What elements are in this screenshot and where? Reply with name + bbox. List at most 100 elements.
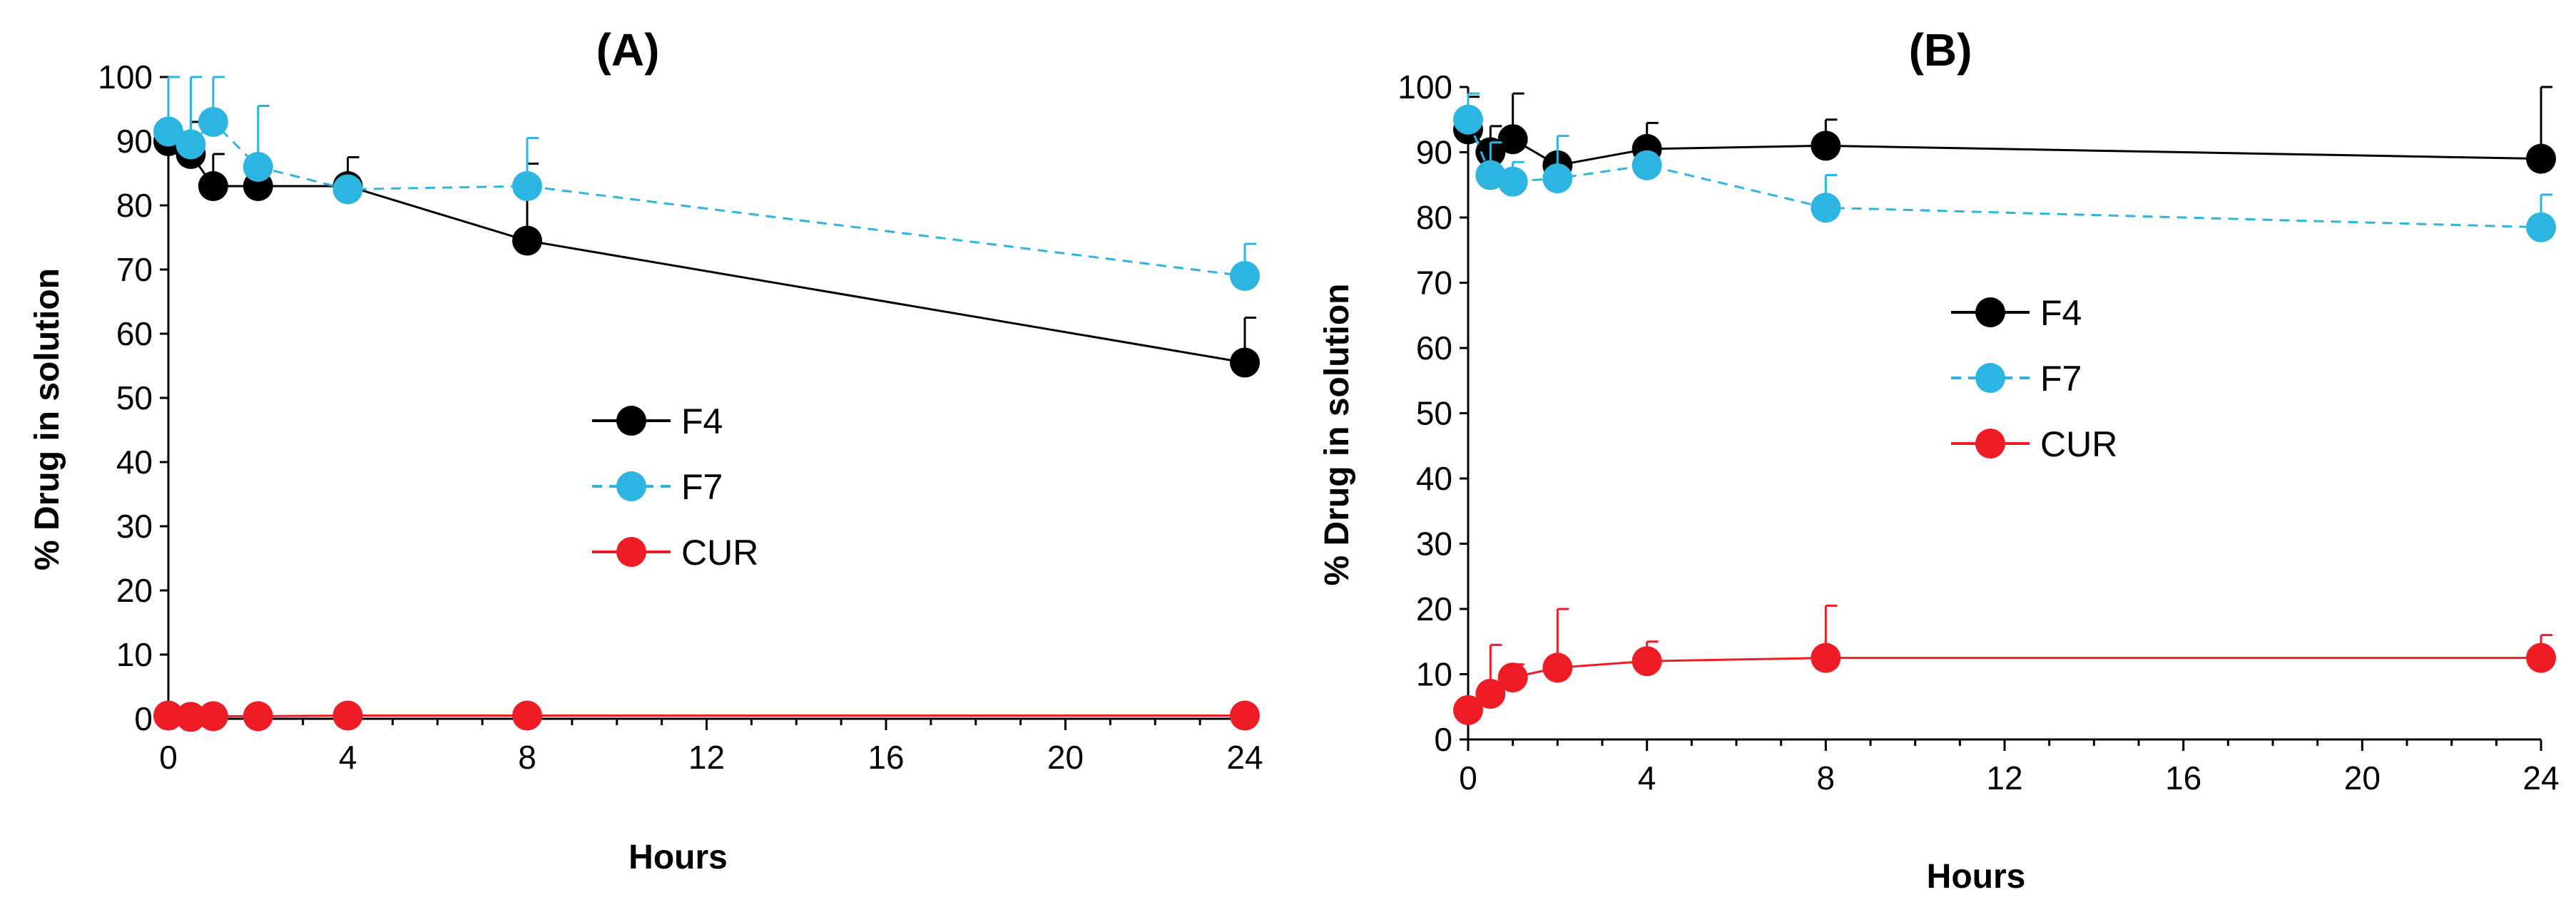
data-point: [512, 225, 542, 256]
data-point: [1453, 104, 1483, 135]
x-tick-label: 20: [2344, 759, 2381, 796]
y-tick-label: 70: [116, 251, 153, 288]
series-f7: [1453, 92, 2556, 242]
series-line: [168, 140, 1246, 364]
y-tick-label: 0: [1434, 721, 1452, 758]
series-f7: [153, 76, 1260, 291]
data-point: [2526, 642, 2556, 673]
chart-title: (B): [1909, 24, 1972, 76]
y-tick-label: 100: [98, 58, 153, 96]
x-tick-label: 0: [159, 739, 178, 776]
y-tick-label: 100: [1398, 68, 1452, 106]
x-tick-label: 12: [1986, 759, 2022, 796]
data-point: [1542, 163, 1573, 194]
data-point: [1230, 700, 1260, 731]
y-tick-label: 40: [1416, 460, 1452, 497]
legend-swatch-marker: [1975, 429, 2005, 459]
x-tick-label: 8: [1817, 759, 1836, 796]
data-point: [332, 700, 363, 731]
data-point: [512, 700, 542, 731]
data-point: [1453, 695, 1483, 725]
chart-title: (A): [596, 24, 660, 76]
legend-label-cur: CUR: [681, 533, 758, 573]
legend-swatch-marker: [616, 537, 646, 567]
data-point: [1811, 642, 1841, 673]
x-tick-label: 8: [518, 739, 536, 776]
x-tick-label: 24: [2522, 759, 2559, 796]
x-tick-label: 16: [2165, 759, 2201, 796]
legend-label-f4: F4: [2040, 293, 2082, 333]
y-tick-label: 10: [1416, 656, 1452, 693]
data-point: [175, 702, 206, 732]
y-tick-label: 30: [1416, 526, 1452, 563]
legend-label-f7: F7: [2040, 359, 2082, 399]
y-tick-label: 90: [1416, 134, 1452, 171]
data-point: [1230, 261, 1260, 291]
x-tick-label: 24: [1226, 739, 1263, 776]
data-point: [1542, 652, 1573, 683]
data-point: [175, 129, 206, 160]
y-tick-label: 50: [1416, 395, 1452, 432]
legend-swatch-marker: [616, 406, 646, 436]
data-point: [1811, 130, 1841, 161]
data-point: [1631, 646, 1662, 677]
panel-a: (A) 0 10 20 30 40 50 60 70 80 90 100 0 4 8 12 16 20 24 Hour…: [29, 24, 1263, 876]
panel-b: (B) 0 10 20 30 40 50 60 70 80 90 100 0 4 8 12 16 20 24 Hour…: [1318, 24, 2560, 896]
data-point: [198, 701, 228, 732]
series-line: [168, 714, 1245, 718]
y-tick-label: 90: [116, 123, 153, 160]
x-tick-label: 20: [1047, 739, 1084, 776]
x-tick-label: 16: [867, 739, 904, 776]
x-axis-title: Hours: [1927, 858, 2026, 896]
y-tick-label: 60: [116, 315, 153, 352]
y-tick-label: 10: [116, 636, 153, 673]
series-f4: [1453, 86, 2556, 180]
data-point: [2526, 212, 2556, 242]
data-point: [332, 174, 363, 205]
data-point: [1497, 166, 1528, 197]
data-point: [198, 107, 228, 137]
y-tick-label: 20: [116, 572, 153, 609]
data-point: [1811, 193, 1841, 223]
x-tick-label: 4: [1638, 759, 1656, 796]
legend-label-f4: F4: [681, 401, 723, 441]
data-point: [153, 116, 183, 147]
y-tick-label: 70: [1416, 265, 1452, 302]
y-tick-label: 50: [116, 379, 153, 416]
x-axis-title: Hours: [628, 839, 728, 876]
legend-label-f7: F7: [681, 467, 723, 507]
series-line: [168, 120, 1246, 277]
series-cur: [153, 700, 1260, 732]
data-point: [2526, 143, 2556, 174]
data-point: [1230, 347, 1260, 378]
data-point: [243, 152, 273, 182]
x-tick-label: 0: [1459, 759, 1477, 796]
y-axis-title: % Drug in solution: [1318, 284, 1356, 586]
data-point: [512, 171, 542, 201]
legend-swatch-marker: [1975, 363, 2005, 393]
y-tick-label: 60: [1416, 329, 1452, 367]
y-tick-label: 20: [1416, 590, 1452, 628]
data-point: [1497, 662, 1528, 693]
y-tick-label: 0: [134, 700, 153, 737]
data-point: [153, 700, 183, 731]
series-f4: [153, 76, 1260, 378]
x-tick-label: 12: [688, 739, 725, 776]
series-cur: [1453, 604, 2556, 725]
data-point: [1475, 678, 1506, 709]
y-tick-label: 30: [116, 508, 153, 545]
series-line: [1467, 119, 2542, 229]
y-tick-label: 80: [116, 187, 153, 224]
y-tick-label: 80: [1416, 199, 1452, 236]
data-point: [1631, 150, 1662, 180]
series-line: [1467, 657, 2541, 712]
data-point: [243, 701, 273, 732]
legend-swatch-marker: [616, 471, 646, 501]
y-axis-title: % Drug in solution: [29, 268, 66, 570]
legend-swatch-marker: [1975, 297, 2005, 327]
x-tick-label: 4: [339, 739, 357, 776]
data-point: [1497, 124, 1528, 155]
y-tick-label: 40: [116, 444, 153, 481]
series-line: [1467, 128, 2542, 167]
